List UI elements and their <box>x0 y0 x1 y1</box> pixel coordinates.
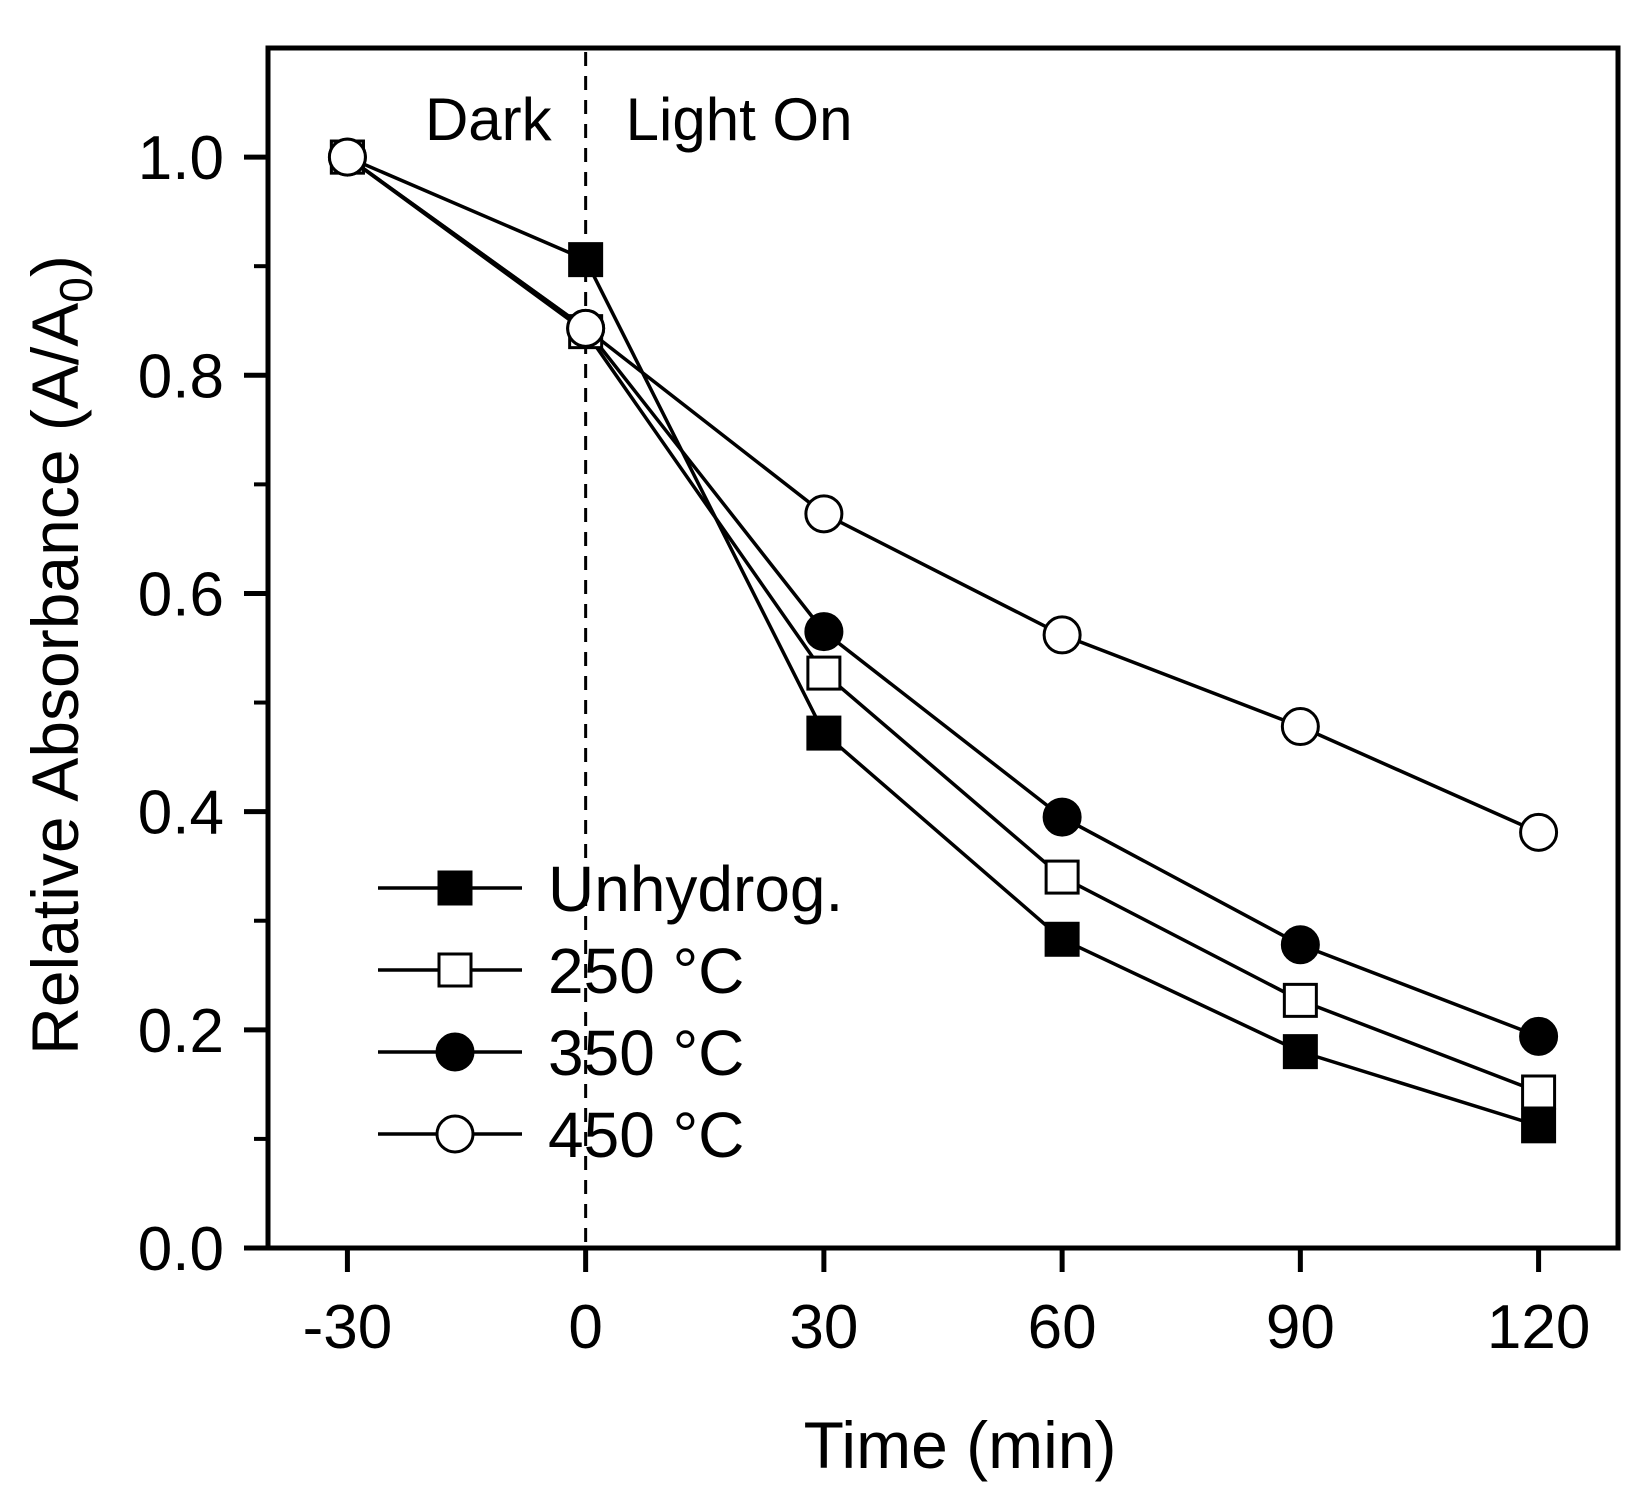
data-point-1-3 <box>1044 859 1080 895</box>
dark-label: Dark <box>425 86 553 153</box>
y-tick-label: 0.4 <box>138 779 224 848</box>
x-tick-label: 30 <box>789 1293 858 1362</box>
plot-frame <box>265 45 1621 1251</box>
data-point-2-4 <box>1280 925 1320 965</box>
y-tick-label: 0.8 <box>138 342 224 411</box>
legend-label-2: 350 °C <box>548 1017 744 1089</box>
y-axis-title: Relative Absorbance (A/A0) <box>18 255 102 1055</box>
data-point-3-0 <box>327 137 367 177</box>
legend-label-1: 250 °C <box>548 935 744 1007</box>
data-point-1-4 <box>1282 982 1318 1018</box>
x-tick-label: 120 <box>1487 1293 1590 1362</box>
data-point-3-2 <box>804 494 844 534</box>
legend-label-3: 450 °C <box>548 1099 744 1171</box>
legend-marker-3 <box>435 1114 475 1154</box>
data-point-0-3 <box>1044 921 1080 957</box>
series-line-0 <box>346 155 1540 1128</box>
data-point-2-5 <box>1519 1016 1559 1056</box>
data-point-3-5 <box>1519 812 1559 852</box>
x-tick-label: -30 <box>303 1293 393 1362</box>
data-point-2-2 <box>804 612 844 652</box>
x-tick-label: 60 <box>1028 1293 1097 1362</box>
data-point-2-3 <box>1042 797 1082 837</box>
light-on-label: Light On <box>626 86 853 153</box>
legend-marker-1 <box>437 952 473 988</box>
data-point-1-2 <box>806 655 842 691</box>
x-axis-title: Time (min) <box>804 1408 1117 1482</box>
y-tick-label: 0.2 <box>138 997 224 1066</box>
legend-marker-2 <box>435 1032 475 1072</box>
data-point-3-1 <box>566 308 606 348</box>
series-line-3 <box>346 155 1540 834</box>
data-point-3-3 <box>1042 615 1082 655</box>
data-point-0-2 <box>806 715 842 751</box>
data-point-1-5 <box>1521 1074 1557 1110</box>
data-point-3-4 <box>1280 707 1320 747</box>
legend-marker-0 <box>437 870 473 906</box>
y-tick-label: 0.6 <box>138 560 224 629</box>
y-tick-label: 0.0 <box>138 1215 224 1284</box>
legend-label-0: Unhydrog. <box>548 853 843 925</box>
y-tick-label: 1.0 <box>138 124 224 193</box>
series-line-1 <box>346 155 1540 1094</box>
data-point-0-4 <box>1282 1034 1318 1070</box>
data-point-0-5 <box>1521 1108 1557 1144</box>
x-tick-label: 90 <box>1266 1293 1335 1362</box>
data-point-0-1 <box>568 242 604 278</box>
x-tick-label: 0 <box>568 1293 602 1362</box>
